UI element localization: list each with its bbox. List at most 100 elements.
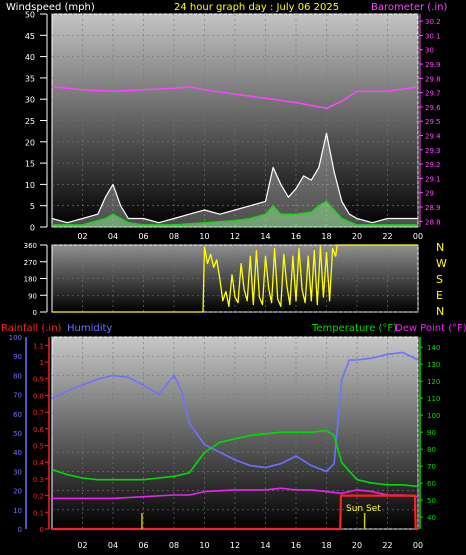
barometer-y-tick-label: 30 <box>425 47 434 55</box>
wind-x-tick-label: 10 <box>199 232 209 241</box>
barometer-y-tick-label: 28.9 <box>425 204 441 212</box>
wind-gust-line <box>51 132 418 224</box>
temperature-y-tick-label: 120 <box>427 378 440 386</box>
humidity-y-tick-label: 70 <box>13 392 22 400</box>
rain-y-tick-label: 0.1 <box>33 509 44 517</box>
temperature-y-tick-label: 140 <box>427 344 440 352</box>
wind-y-tick-label: 20 <box>25 138 35 147</box>
rain-y-tick-label: 0.5 <box>33 443 44 451</box>
compass-label: S <box>436 273 443 286</box>
wind-y-tick-label: 0 <box>30 224 35 233</box>
direction-y-tick-label: 360 <box>24 242 37 250</box>
temperature-y-tick-label: 40 <box>427 514 436 522</box>
wind-x-tick-label: 18 <box>321 232 331 241</box>
wind-x-tick-label: 20 <box>352 232 362 241</box>
rain-y-tick-label: 0.3 <box>33 476 44 484</box>
temperature-line <box>51 429 419 488</box>
lower-x-tick-label: 14 <box>260 541 270 550</box>
humidity-y-tick-label: 90 <box>13 353 22 361</box>
compass-label: W <box>436 257 447 270</box>
wind-x-tick-label: 00 <box>413 232 423 241</box>
rain-y-tick-label: 0 <box>40 526 44 534</box>
barometer-y-tick-label: 29.5 <box>425 118 441 126</box>
wind-y-tick-label: 25 <box>25 117 35 126</box>
direction-y-tick-label: 0 <box>33 309 37 317</box>
compass-label: N <box>436 305 444 318</box>
rainfall-line <box>52 494 418 531</box>
direction-y-tick-label: 180 <box>24 276 37 284</box>
temperature-axis-label: Temperature (°F) <box>311 323 397 334</box>
direction-y-tick-label: 90 <box>28 292 37 300</box>
wind-x-tick-label: 04 <box>108 232 118 241</box>
wind-x-tick-label: 08 <box>169 232 179 241</box>
temperature-y-tick-label: 80 <box>427 446 436 454</box>
wind-x-tick-label: 06 <box>138 232 148 241</box>
wind-y-tick-label: 50 <box>25 11 35 20</box>
compass-label: E <box>436 289 443 302</box>
wind-average-line <box>52 200 418 226</box>
lower-x-tick-label: 00 <box>413 541 423 550</box>
barometer-y-tick-label: 29.1 <box>425 175 441 183</box>
barometer-y-tick-label: 29.2 <box>425 161 441 169</box>
wind-x-tick-label: 14 <box>260 232 270 241</box>
rain-y-tick-label: 0.9 <box>33 376 44 384</box>
temperature-y-tick-label: 60 <box>427 480 436 488</box>
barometer-y-tick-label: 28.8 <box>425 218 441 226</box>
rain-y-tick-label: 1 <box>40 359 44 367</box>
wind-y-tick-label: 40 <box>25 53 35 62</box>
humidity-line <box>51 351 419 473</box>
lower-x-tick-label: 16 <box>291 541 301 550</box>
barometer-y-tick-label: 29.6 <box>425 104 441 112</box>
lower-x-tick-label: 02 <box>77 541 87 550</box>
temperature-y-tick-label: 90 <box>427 429 436 437</box>
wind-y-tick-label: 5 <box>30 202 35 211</box>
wind-x-tick-label: 16 <box>291 232 301 241</box>
lower-x-tick-label: 08 <box>169 541 179 550</box>
barometer-y-tick-label: 29.4 <box>425 133 441 141</box>
humidity-y-tick-label: 10 <box>13 507 22 515</box>
barometer-y-tick-label: 29.9 <box>425 61 441 69</box>
wind-y-tick-label: 10 <box>25 181 35 190</box>
barometer-y-tick-label: 29 <box>425 190 434 198</box>
barometer-y-tick-label: 30.2 <box>425 18 441 26</box>
humidity-y-tick-label: 30 <box>13 468 22 476</box>
lower-x-tick-label: 04 <box>108 541 118 550</box>
barometer-y-tick-label: 29.7 <box>425 90 441 98</box>
barometer-y-tick-label: 29.8 <box>425 75 441 83</box>
temperature-y-tick-label: 110 <box>427 395 440 403</box>
temperature-y-tick-label: 50 <box>427 497 436 505</box>
lower-x-tick-label: 12 <box>230 541 240 550</box>
axes-layer: 0510152025303540455028.828.92929.129.229… <box>9 11 447 551</box>
humidity-y-tick-label: 0 <box>18 526 22 534</box>
barometer-y-tick-label: 29.3 <box>425 147 441 155</box>
lower-x-tick-label: 20 <box>352 541 362 550</box>
chart-title: 24 hour graph day : July 06 2025 <box>174 2 339 13</box>
temperature-y-tick-label: 130 <box>427 361 440 369</box>
barometer-y-tick-label: 30.1 <box>425 32 441 40</box>
compass-label: N <box>436 241 444 254</box>
lower-x-tick-label: 22 <box>382 541 392 550</box>
wind-x-tick-label: 12 <box>230 232 240 241</box>
wind-average-area <box>52 201 418 227</box>
direction-y-tick-label: 270 <box>24 259 37 267</box>
rain-y-tick-label: 0.6 <box>33 426 45 434</box>
rainfall-axis-label: Rainfall (.in) <box>1 323 62 334</box>
wind-y-tick-label: 45 <box>25 32 35 41</box>
wind-x-tick-label: 02 <box>77 232 87 241</box>
lower-x-tick-label: 18 <box>321 541 331 550</box>
sunset-label: Sun Set <box>346 504 381 514</box>
barometer-line <box>51 86 419 110</box>
wind-direction-line <box>52 244 418 313</box>
humidity-axis-label: Humidity <box>67 323 112 334</box>
humidity-y-tick-label: 40 <box>13 449 22 457</box>
humidity-y-tick-label: 80 <box>13 372 22 380</box>
series-layer <box>51 86 419 531</box>
lower-x-tick-label: 06 <box>138 541 148 550</box>
temperature-y-tick-label: 70 <box>427 463 436 471</box>
wind-y-tick-label: 35 <box>25 74 35 83</box>
wind-y-tick-label: 30 <box>25 96 35 105</box>
humidity-y-tick-label: 50 <box>13 430 22 438</box>
humidity-y-tick-label: 20 <box>13 488 22 496</box>
